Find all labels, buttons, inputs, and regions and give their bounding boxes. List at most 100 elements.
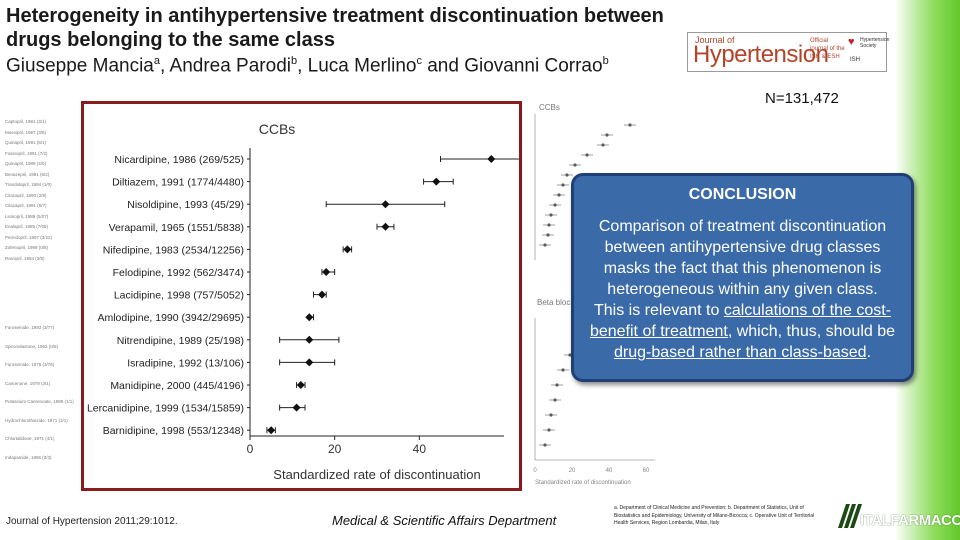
point-estimate [487, 155, 496, 163]
background-figure-left: Captopril, 1981 (3/1) Moexipril, 1997 (3/… [0, 110, 85, 470]
background-right-tick: 40 [606, 468, 613, 474]
background-figure-right: CCBs Beta blockers 0 20 40 60 Standardized rat… [533, 103, 655, 486]
background-left-label: Indapamide, 1996 (3/3) [5, 454, 52, 460]
background-left-label: Potassium Canrenoate, 1985 (1/1) [5, 399, 74, 404]
category-label: Amlodipine, 1990 (3942/29695) [97, 312, 244, 324]
category-label: Nitrendipine, 1989 (25/198) [117, 335, 244, 347]
ccb-forest-plot: CCBs Nicardipine, 1986 (269/525) Diltiazem… [81, 101, 522, 491]
point-estimate [381, 222, 390, 231]
background-point [601, 143, 605, 147]
background-right-group: CCBs Beta blockers 0 20 40 60 Standardized rat… [533, 103, 655, 486]
category-label: Barnidipine, 1998 (553/12348) [103, 425, 244, 437]
background-left-label: Captopril, 1981 (3/1) [5, 119, 47, 124]
author-affiliation-mark: a [153, 55, 160, 67]
background-point [561, 368, 565, 372]
conclusion-paragraph-1: Comparison of treatment discontinuation … [598, 218, 887, 298]
italfarmaco-logo: ITALFARMACO [836, 498, 960, 536]
background-point [543, 443, 547, 447]
category-label: Verapamil, 1965 (1551/5838) [109, 222, 244, 234]
background-point [549, 413, 553, 417]
author-affiliation-mark: b [602, 55, 609, 67]
background-left-label: Furosemide, 1993 (3/77) [5, 325, 55, 330]
author-affiliation-mark: b [290, 55, 298, 67]
background-right-tick: 20 [569, 468, 576, 474]
conclusion-box: CONCLUSION Comparison of treatment disco… [571, 173, 914, 382]
point-estimate [432, 177, 441, 186]
author-list: Giuseppe Manciaa, Andrea Parodib, Luca M… [6, 55, 609, 77]
journal-logo: Journal of Hypertension Official journal… [687, 32, 890, 72]
background-left-label: Enalapril, 1985 (7/05) [5, 224, 49, 229]
x-tick-label: 20 [328, 442, 342, 456]
heart-icon: ♥ [848, 36, 855, 48]
background-point [547, 428, 551, 432]
author-name: Luca Merlino [307, 55, 417, 77]
background-point [557, 193, 561, 197]
background-point [553, 398, 557, 402]
point-estimate [317, 290, 326, 299]
author-name: Andrea Parodi [169, 55, 291, 77]
category-label: Felodipine, 1992 (562/3474) [113, 267, 244, 279]
background-point [561, 183, 565, 187]
background-left-label: Lisinopril, 1989 (5/07) [5, 213, 49, 219]
background-right-tick: 0 [533, 468, 537, 474]
logo-right-text: Hypertension Society [860, 37, 890, 49]
logo-large-text: Hypertension [693, 41, 829, 68]
background-left-label: Zofenopril, 1999 (0/8) [5, 245, 49, 250]
background-point [573, 163, 577, 167]
drug-based-text: drug-based rather than class-based [613, 344, 867, 361]
background-point [549, 213, 553, 217]
background-point [546, 233, 550, 237]
background-point [568, 353, 572, 357]
point-estimate [322, 268, 331, 276]
author-name: Giuseppe Mancia [6, 55, 154, 77]
sample-size: N=131,472 [765, 90, 839, 107]
point-estimate [305, 313, 314, 322]
category-label: Nifedipine, 1983 (2534/12256) [103, 244, 244, 256]
category-label: Manidipine, 2000 (445/4196) [110, 380, 244, 392]
x-tick-label: 0 [247, 442, 254, 456]
background-left-label: Chlortalidone, 1971 (4/1) [5, 436, 55, 441]
author-affiliation-mark: c [416, 55, 422, 67]
point-estimate [305, 335, 314, 344]
background-point [543, 243, 547, 247]
x-tick-label: 40 [413, 442, 427, 456]
background-point [585, 153, 589, 157]
citation: Journal of Hypertension 2011;29:1012. [6, 516, 178, 527]
italfarmaco-stripes-icon [838, 504, 862, 528]
background-point [547, 223, 551, 227]
cost-benefit-text: calculations of the cost-benefit of trea… [589, 302, 892, 340]
x-axis-label: Standardized rate of discontinuation [273, 467, 480, 482]
background-left-label: Canrenone, 1979 (3/1) [5, 380, 51, 386]
category-label: Diltiazem, 1991 (1774/4480) [112, 177, 244, 189]
background-left-label: Benazepril, 1991 (6/2) [5, 171, 50, 177]
background-point [553, 203, 557, 207]
logo-badge: ISH [850, 57, 861, 63]
background-point [555, 383, 559, 387]
category-label: Nicardipine, 1986 (269/525) [114, 154, 244, 166]
chart-title: CCBs [259, 121, 296, 137]
department-name: Medical & Scientific Affairs Department [332, 513, 557, 528]
company-name: ITALFARMACO [860, 512, 960, 529]
background-left-label: Cilazapril, 1990 (2/9) [5, 192, 47, 198]
background-left-label: Spironolactone, 1962 (0/5) [5, 343, 59, 349]
background-point [565, 173, 569, 177]
background-left-label: Furosemide, 1976 (3/76) [5, 362, 55, 367]
slide-title: Heterogeneity in antihypertensive treatm… [6, 5, 664, 51]
logo-tagline: Official journal of the ISH & ESH [810, 38, 845, 60]
background-left-label: Perindopril, 1997 (3/22) [5, 234, 53, 240]
point-estimate [296, 381, 305, 389]
background-left-label: Quinapril, 1989 (4/0) [5, 161, 47, 166]
point-estimate [267, 426, 276, 435]
background-point [628, 123, 632, 127]
background-point [605, 133, 609, 137]
background-left-label: Hydrochlorothiazide, 1971 (1/1) [5, 417, 68, 423]
conclusion-heading: CONCLUSION [688, 186, 797, 203]
category-label: Nisoldipine, 1993 (45/29) [127, 199, 244, 211]
background-left-label: Fosinopril, 1991 (7/2) [5, 150, 48, 156]
logo-small-text: Journal of [695, 35, 735, 45]
category-label: Lercanidipine, 1999 (1534/15859) [87, 403, 244, 415]
author-name: Giovanni Corrao [464, 55, 603, 77]
affiliations: a. Department of Clinical Medicine and P… [614, 505, 815, 526]
background-left-label: Trandolapril, 1994 (1/0) [5, 182, 52, 187]
point-estimate [381, 200, 390, 209]
